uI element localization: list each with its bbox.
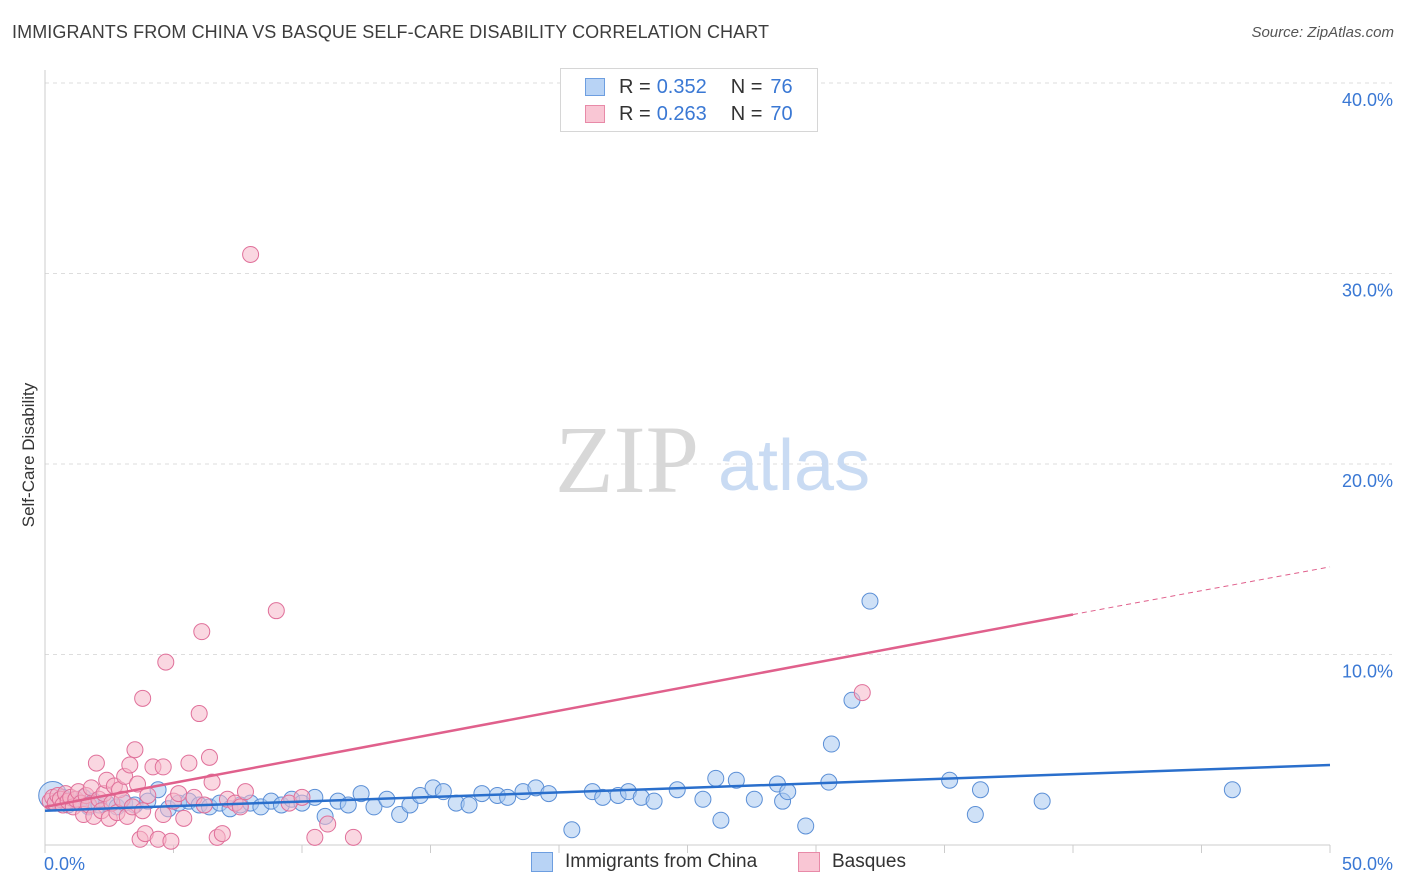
china-point (971, 781, 989, 799)
trend-lines (44, 566, 1331, 812)
china-point (1033, 792, 1051, 810)
basque-point (231, 798, 249, 816)
basque-point (344, 828, 362, 846)
china-point (745, 790, 763, 808)
basque-point (267, 602, 285, 620)
y-tick-label: 30.0% (1342, 281, 1393, 301)
n-label: N = (730, 75, 763, 98)
china-point (707, 769, 725, 787)
china-point (822, 735, 840, 753)
china-trend-line (44, 763, 1331, 812)
basque-point (175, 809, 193, 827)
x-tick-label: 0.0% (44, 854, 85, 874)
basque-point (157, 653, 175, 671)
n-value: 76 (770, 75, 793, 98)
basque-point (236, 783, 254, 801)
basque-trend-extension (1072, 566, 1331, 615)
china-point (499, 788, 517, 806)
china-point (727, 771, 745, 789)
china-point (460, 796, 478, 814)
watermark-zip: ZIP (555, 406, 699, 513)
basque-point (242, 245, 260, 263)
basque-point (170, 785, 188, 803)
china-point (966, 806, 984, 824)
r-value: 0.263 (656, 102, 707, 125)
y-tick-label: 40.0% (1342, 90, 1393, 110)
r-label: R = (619, 75, 651, 98)
legend-label-basques: Basques (832, 851, 906, 872)
basque-swatch (798, 852, 820, 872)
china-point (563, 821, 581, 839)
basque-point (154, 806, 172, 824)
stats-legend: R = 0.352 N = 76 R = 0.263 N = 70 (560, 68, 818, 132)
source-note: Source: ZipAtlas.com (1251, 24, 1394, 41)
grid-lines (45, 82, 1392, 655)
basque-point (203, 773, 221, 791)
basque-point (121, 756, 139, 774)
china-point (694, 790, 712, 808)
legend-item-china[interactable]: Immigrants from China (531, 851, 757, 873)
basque-point (213, 825, 231, 843)
basque-point (193, 623, 211, 641)
china-point (779, 783, 797, 801)
basque-swatch (585, 105, 605, 123)
china-swatch (531, 852, 553, 872)
china-point (352, 785, 370, 803)
y-tick-label: 10.0% (1342, 662, 1393, 682)
china-point (668, 781, 686, 799)
chart-title: IMMIGRANTS FROM CHINA VS BASQUE SELF-CAR… (12, 22, 770, 42)
basque-point (853, 684, 871, 702)
basque-point (200, 748, 218, 766)
stats-row-china: R = 0.352 N = 76 (585, 75, 793, 99)
china-swatch (585, 78, 605, 96)
basque-point (319, 815, 337, 833)
basque-point (154, 758, 172, 776)
r-value: 0.352 (656, 75, 707, 98)
basque-point (180, 754, 198, 772)
series-legend: Immigrants from China Basques (0, 851, 1406, 879)
china-point (645, 792, 663, 810)
basque-point (162, 832, 180, 850)
legend-item-basques[interactable]: Basques (798, 851, 906, 873)
basque-point (190, 705, 208, 723)
basque-point (126, 741, 144, 759)
china-point (411, 786, 429, 804)
china-point (861, 592, 879, 610)
china-point (712, 811, 730, 829)
series-china-points (38, 592, 1241, 839)
y-axis-label: Self-Care Disability (19, 382, 38, 527)
basque-trend-line (44, 613, 1074, 809)
china-point (473, 785, 491, 803)
china-point (941, 771, 959, 789)
axes (44, 70, 1331, 853)
r-label: R = (619, 102, 651, 125)
china-point (1223, 781, 1241, 799)
tick-labels: 10.0% 20.0% 30.0% 40.0% 0.0% 50.0% (44, 90, 1393, 874)
basque-point (134, 689, 152, 707)
y-tick-label: 20.0% (1342, 471, 1393, 491)
n-value: 70 (770, 102, 793, 125)
legend-label-china: Immigrants from China (565, 851, 758, 872)
china-point (797, 817, 815, 835)
n-label: N = (730, 102, 763, 125)
series-basque-points (41, 245, 871, 850)
stats-row-basque: R = 0.263 N = 70 (585, 102, 793, 126)
watermark-atlas: atlas (718, 426, 870, 506)
basque-point (134, 802, 152, 820)
basque-point (87, 754, 105, 772)
basque-point (306, 828, 324, 846)
x-tick-label: 50.0% (1342, 854, 1393, 874)
watermark: ZIP atlas (555, 406, 870, 513)
